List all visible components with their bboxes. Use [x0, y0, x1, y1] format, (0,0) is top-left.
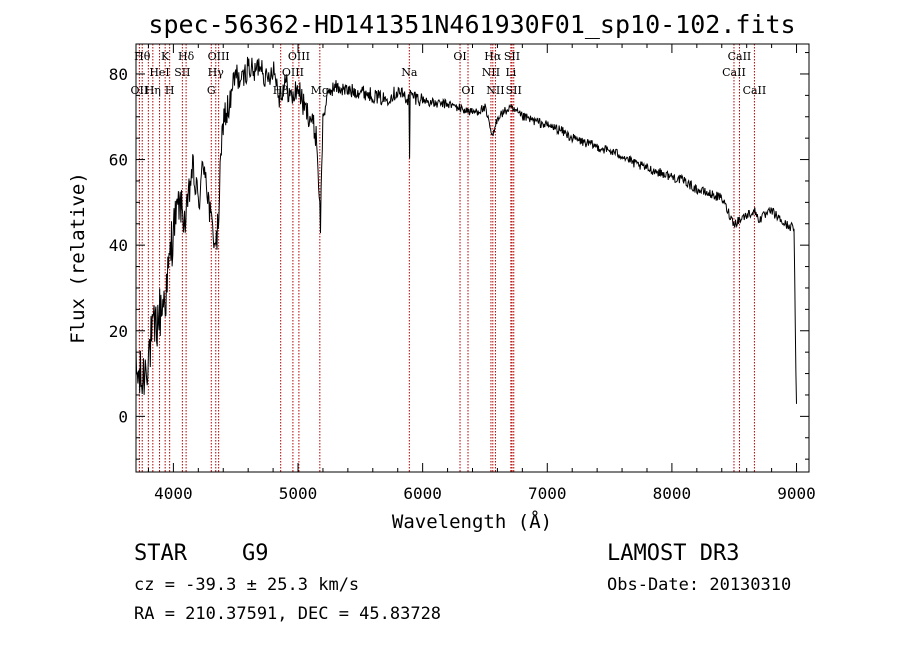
x-axis-ticks: 4000 5000 6000 7000 8000 9000 [147, 44, 816, 503]
y-axis-label: Flux (relative) [67, 172, 89, 344]
line-marker-label: NII [486, 84, 504, 97]
x-tick-label: 5000 [279, 484, 318, 503]
x-tick-label: 4000 [154, 484, 193, 503]
y-tick-label: 80 [109, 65, 128, 84]
line-marker-label: Hη [145, 84, 161, 97]
line-marker-label: G [207, 84, 216, 97]
y-tick-label: 20 [109, 322, 128, 341]
x-axis-label: Wavelength (Å) [392, 510, 552, 533]
survey-name: LAMOST DR3 [607, 541, 739, 566]
line-marker-label: Hα [484, 50, 502, 63]
redshift-text: cz = -39.3 ± 25.3 km/s [134, 575, 359, 595]
y-tick-label: 40 [109, 236, 128, 255]
x-tick-label: 8000 [653, 484, 692, 503]
x-tick-label: 9000 [777, 484, 816, 503]
line-marker-label: K [161, 50, 170, 63]
object-subclass: G9 [242, 541, 269, 566]
line-marker-label: SII [174, 66, 190, 79]
line-marker-label: OIII [282, 66, 304, 79]
line-marker-label: Mg [311, 84, 329, 97]
y-tick-label: 60 [109, 151, 128, 170]
line-markers [138, 44, 755, 472]
obs-date-text: Obs-Date: 20130310 [607, 575, 791, 595]
line-marker-label: OI [453, 50, 466, 63]
line-marker-label: OIII [208, 50, 230, 63]
object-class: STAR [134, 541, 188, 566]
x-tick-label: 6000 [403, 484, 442, 503]
chart-title: spec-56362-HD141351N461930F01_sp10-102.f… [148, 10, 795, 39]
coordinates-text: RA = 210.37591, DEC = 45.83728 [134, 604, 441, 624]
line-marker-label: Na [401, 66, 418, 79]
line-marker-label: OI [461, 84, 474, 97]
line-marker-label: Hγ [208, 66, 225, 79]
y-axis-ticks: 0 20 40 60 80 [109, 52, 809, 460]
line-marker-label: HeI [149, 66, 169, 79]
line-marker-label: CaII [743, 84, 767, 97]
line-marker-label: NII [482, 66, 500, 79]
line-marker-label: SII [506, 84, 522, 97]
line-labels: OIIHθHηHeIKHSIIHδGHγOIIIHβOIIIOIIIMgNaOI… [131, 50, 767, 97]
line-marker-label: Hδ [178, 50, 195, 63]
x-tick-label: 7000 [528, 484, 567, 503]
line-marker-label: Hθ [134, 50, 151, 63]
line-marker-label: OII [131, 84, 149, 97]
line-marker-label: CaII [722, 66, 746, 79]
line-marker-label: CaII [728, 50, 752, 63]
line-marker-label: Li [505, 66, 516, 79]
line-marker-label: OIII [288, 50, 310, 63]
y-tick-label: 0 [118, 407, 128, 426]
line-marker-label: H [165, 84, 175, 97]
spectrum-line [135, 56, 797, 404]
spectrum-series [135, 56, 797, 404]
line-marker-label: SII [504, 50, 520, 63]
